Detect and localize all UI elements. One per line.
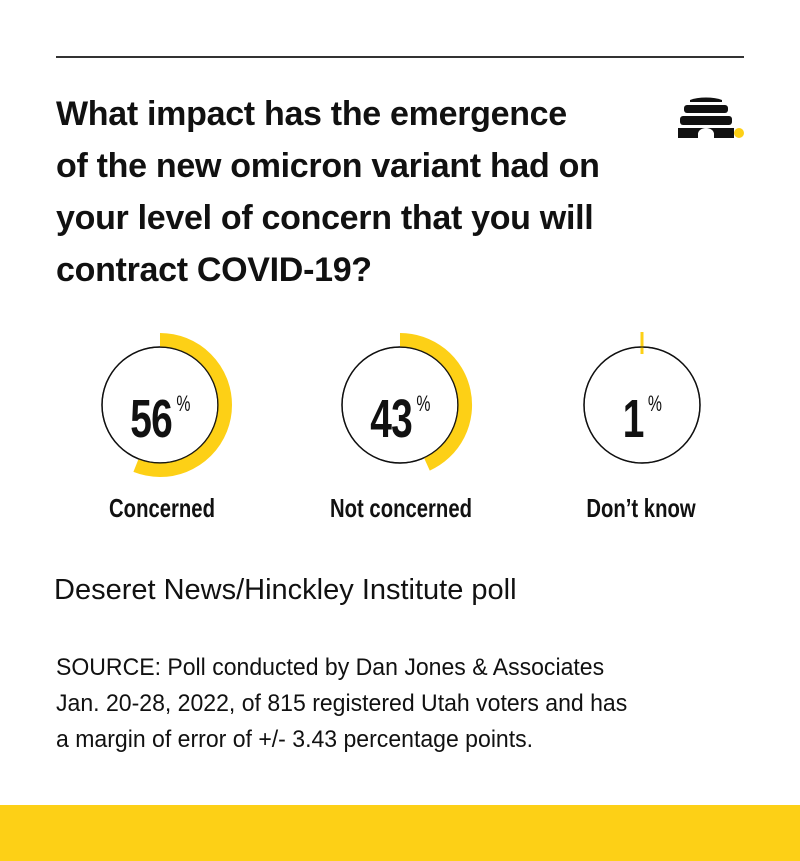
label-not-concerned: Not concerned	[330, 493, 472, 523]
donut-value: 43%	[370, 389, 430, 449]
bottom-accent-bar	[0, 805, 800, 861]
source-note: SOURCE: Poll conducted by Dan Jones & As…	[56, 650, 728, 758]
poll-attribution: Deseret News/Hinckley Institute poll	[54, 574, 517, 606]
source-line: a margin of error of +/- 3.43 percentage…	[56, 726, 534, 753]
beehive-icon	[676, 92, 748, 142]
source-line: Jan. 20-28, 2022, of 815 registered Utah…	[56, 690, 628, 717]
donut-arc	[133, 333, 232, 478]
top-divider	[56, 56, 744, 58]
donut-dont-know: 1%	[572, 330, 722, 480]
label-dont-know: Don’t know	[586, 493, 696, 523]
source-line: SOURCE: Poll conducted by Dan Jones & As…	[56, 654, 605, 681]
donut-value: 56%	[130, 389, 190, 449]
donut-arc	[640, 332, 644, 354]
donut-value: 1%	[622, 389, 662, 449]
label-concerned: Concerned	[109, 493, 215, 523]
title-line: contract COVID-19?	[56, 251, 372, 289]
donut-not-concerned: 43%	[330, 330, 480, 480]
title-line: your level of concern that you will	[56, 199, 594, 237]
title-line: of the new omicron variant had on	[56, 147, 600, 185]
donut-arc	[399, 333, 473, 471]
donut-concerned: 56%	[90, 330, 240, 480]
title-line: What impact has the emergence	[56, 95, 567, 133]
chart-title: What impact has the emergence of the new…	[56, 88, 656, 296]
